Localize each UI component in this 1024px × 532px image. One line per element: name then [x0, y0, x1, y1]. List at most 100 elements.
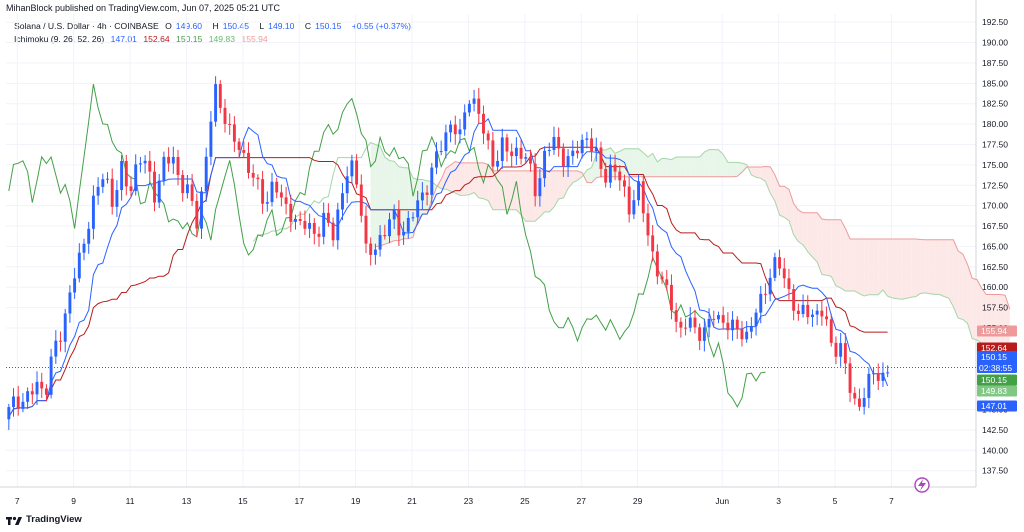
- candle-body: [745, 331, 749, 340]
- candle: [477, 88, 481, 124]
- candle-body: [576, 150, 579, 154]
- candle: [223, 99, 227, 133]
- candle-body: [688, 317, 692, 328]
- candle: [872, 367, 876, 385]
- candle: [430, 162, 434, 205]
- candle: [514, 137, 518, 165]
- candle: [96, 177, 100, 205]
- candle-body: [68, 292, 72, 314]
- candle-body: [110, 178, 114, 207]
- cloud-bear-segment: [464, 162, 470, 196]
- y-tick-label: 137.50: [982, 466, 1008, 476]
- candle: [21, 393, 25, 413]
- candle: [519, 138, 523, 165]
- candle-body: [778, 257, 782, 269]
- candle: [256, 174, 260, 190]
- candle-body: [867, 373, 871, 398]
- candle-body: [637, 181, 641, 201]
- candle: [242, 141, 246, 158]
- candle-body: [463, 112, 467, 130]
- tradingview-brand: TradingView: [26, 514, 82, 525]
- candle: [684, 318, 688, 336]
- candle-body: [444, 132, 448, 152]
- x-tick-label: 23: [464, 496, 474, 506]
- candle: [167, 147, 171, 172]
- cloud-bear-segment: [840, 219, 846, 292]
- cloud-bear-segment: [807, 212, 813, 258]
- candle-body: [359, 184, 363, 216]
- candle-body: [411, 217, 415, 219]
- candle: [364, 205, 368, 254]
- candle: [124, 154, 128, 196]
- ichimoku-label[interactable]: Ichimoku (9, 26, 52, 26): [14, 34, 105, 44]
- cloud-bear-segment: [821, 219, 827, 276]
- candle: [815, 303, 819, 326]
- y-tick-label: 182.50: [982, 99, 1008, 109]
- candle: [406, 211, 410, 239]
- span-a-line: [252, 141, 1011, 360]
- tradingview-footer[interactable]: TradingView: [6, 514, 82, 525]
- candle-body: [124, 161, 128, 187]
- x-tick-label: 15: [238, 496, 248, 506]
- candle-body: [364, 215, 368, 244]
- candle-body: [228, 123, 232, 125]
- candle: [843, 333, 847, 374]
- cloud-bear-segment: [934, 239, 940, 295]
- change-value: +0.55 (+0.37%): [351, 21, 412, 31]
- candle: [547, 142, 551, 157]
- candle-body: [707, 318, 711, 328]
- candle-body: [157, 180, 161, 203]
- candle: [665, 269, 669, 291]
- candle: [472, 89, 476, 112]
- candle-body: [787, 278, 791, 290]
- candle-body: [115, 190, 119, 207]
- candle: [782, 258, 786, 288]
- candle-body: [547, 149, 551, 151]
- price-badge-close: [977, 351, 1017, 373]
- candle: [449, 120, 453, 143]
- candle: [580, 134, 584, 159]
- candle-body: [237, 141, 241, 151]
- candle-body: [552, 137, 556, 150]
- price-badge-label-tenkan-chikou: 150.15: [981, 375, 1007, 385]
- cloud-bear-segment: [864, 239, 869, 296]
- candle: [806, 295, 810, 325]
- cloud-bear-segment: [483, 162, 489, 201]
- candle: [486, 130, 490, 150]
- cloud-bear-segment: [455, 161, 460, 196]
- candle-body: [265, 202, 269, 204]
- candle: [289, 194, 293, 232]
- candle-body: [782, 268, 786, 279]
- cloud-bear-segment: [925, 239, 930, 294]
- cloud-bear-segment: [868, 239, 874, 295]
- candle-body: [608, 164, 612, 183]
- candle: [679, 317, 683, 338]
- candle-body: [820, 310, 824, 317]
- candle: [209, 111, 213, 166]
- candle: [326, 203, 330, 227]
- symbol-name[interactable]: Solana / U.S. Dollar · 4h · COINBASE: [14, 21, 159, 31]
- candle: [261, 170, 265, 214]
- candle-body: [129, 186, 133, 191]
- candle-body: [717, 315, 720, 320]
- candle-body: [185, 184, 189, 194]
- candle-body: [261, 179, 265, 204]
- candle-body: [467, 103, 471, 113]
- cloud-bear-segment: [751, 166, 757, 178]
- candle: [590, 128, 594, 162]
- candle: [792, 284, 796, 321]
- ichimoku-value-tenkan: 147.01: [110, 34, 137, 44]
- cloud-bear-segment: [563, 170, 569, 198]
- candle: [383, 224, 387, 240]
- candle: [416, 190, 420, 225]
- candle: [73, 267, 77, 299]
- candle-body: [420, 192, 424, 201]
- candle: [153, 161, 156, 212]
- candle: [764, 283, 767, 304]
- candle-body: [303, 220, 307, 229]
- candle: [322, 202, 326, 245]
- candle-body: [825, 316, 829, 320]
- price-badge-span-b: [977, 325, 1017, 337]
- candle: [101, 173, 105, 194]
